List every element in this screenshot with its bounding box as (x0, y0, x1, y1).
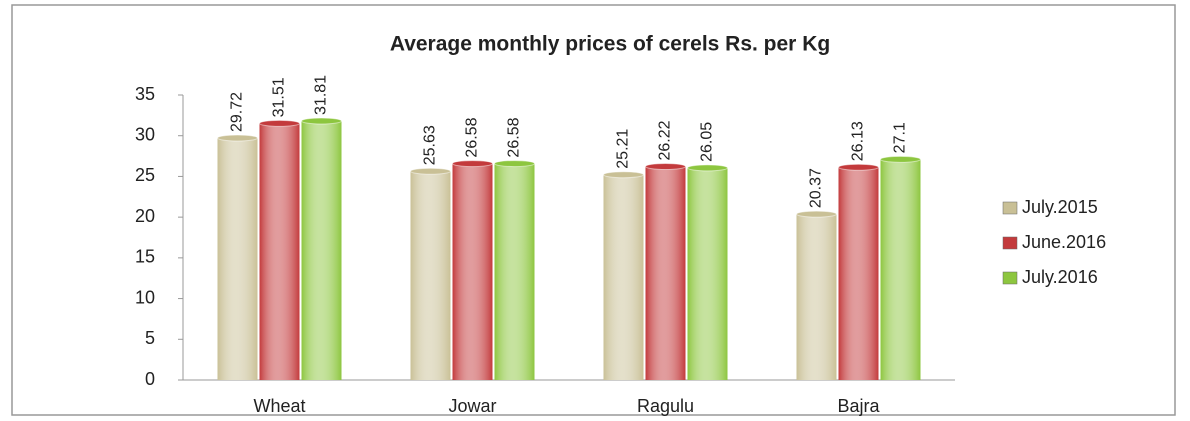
x-tick-label: Jowar (448, 396, 496, 416)
bar-shade (494, 163, 535, 380)
x-tick-label: Bajra (837, 396, 880, 416)
value-label: 31.81 (313, 75, 330, 115)
value-label: 26.58 (506, 117, 523, 157)
x-tick-label: Wheat (253, 396, 305, 416)
y-tick-label: 0 (145, 369, 155, 389)
bar-top (687, 164, 728, 172)
bar-shade (645, 166, 686, 380)
legend-swatch (1002, 201, 1018, 215)
bar-top (880, 155, 921, 163)
bar-top (796, 210, 837, 218)
value-label: 27.1 (892, 122, 909, 153)
value-label: 31.51 (271, 77, 288, 117)
value-label: 29.72 (229, 92, 246, 132)
bar-shade (796, 214, 837, 380)
y-tick-label: 5 (145, 328, 155, 348)
y-tick-label: 20 (135, 206, 155, 226)
bar-top (410, 167, 451, 175)
bar-top (217, 134, 258, 142)
y-tick-label: 10 (135, 287, 155, 307)
bar-shade (838, 167, 879, 380)
bar-top (603, 171, 644, 179)
value-label: 25.63 (422, 125, 439, 165)
value-label: 26.22 (657, 120, 674, 160)
value-label: 26.05 (699, 122, 716, 162)
value-label: 25.21 (615, 129, 632, 169)
x-tick-label: Ragulu (637, 396, 694, 416)
legend-label: July.2016 (1022, 267, 1098, 287)
bar-top (645, 162, 686, 170)
legend-swatch (1002, 271, 1018, 285)
bar-top (494, 160, 535, 168)
bar-shade (687, 167, 728, 380)
bar-shade (259, 123, 300, 380)
legend-label: June.2016 (1022, 232, 1106, 252)
bar-shade (301, 120, 342, 381)
bar-shade (603, 174, 644, 380)
chart-frame (11, 4, 1176, 416)
y-tick-label: 30 (135, 124, 155, 144)
legend-swatch (1002, 236, 1018, 250)
bar-shade (410, 171, 451, 380)
bar-top (259, 119, 300, 127)
bar-shade (217, 137, 258, 380)
y-tick-label: 35 (135, 84, 155, 104)
bar-shade (452, 163, 493, 380)
bar-top (301, 117, 342, 125)
value-label: 26.13 (850, 121, 867, 161)
y-tick-label: 25 (135, 165, 155, 185)
bar-shade (880, 159, 921, 380)
bar-top (838, 163, 879, 171)
value-label: 26.58 (464, 117, 481, 157)
bar-top (452, 160, 493, 168)
y-tick-label: 15 (135, 247, 155, 267)
value-label: 20.37 (808, 168, 825, 208)
chart-title: Average monthly prices of cerels Rs. per… (390, 33, 830, 56)
legend-label: July.2015 (1022, 197, 1098, 217)
